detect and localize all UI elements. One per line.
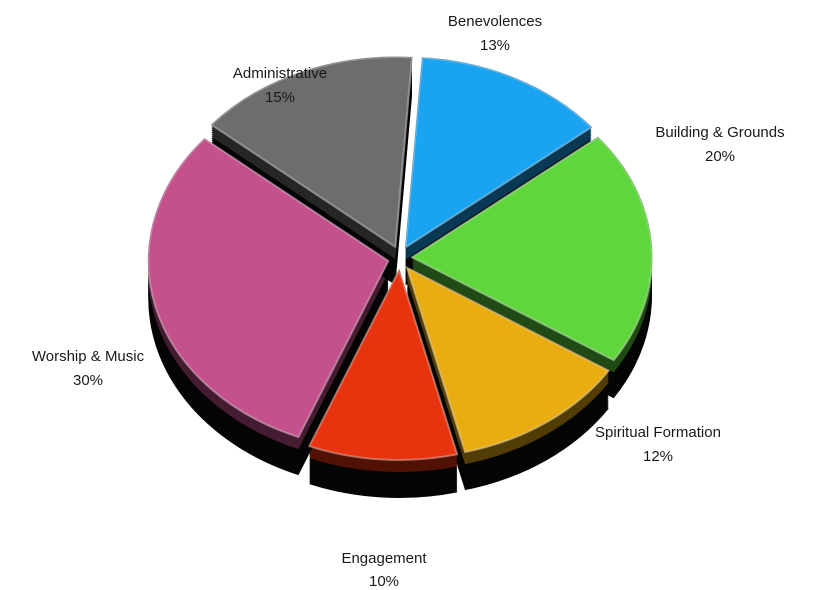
slice-spiritual-formation [406, 266, 610, 453]
slice-highlight-engagement [307, 267, 459, 461]
value-administrative: 15% [265, 89, 295, 106]
value-spiritual-formation: 12% [643, 448, 673, 465]
label-worship-music: Worship & Music [32, 348, 145, 365]
slice-administrative [210, 56, 413, 248]
value-worship-music: 30% [73, 372, 103, 389]
value-building-grounds: 20% [705, 148, 735, 165]
label-benevolences: Benevolences [448, 13, 542, 30]
slice-worship-music [147, 138, 390, 438]
label-engagement: Engagement [341, 550, 427, 567]
value-benevolences: 13% [480, 37, 510, 54]
pie-slices [147, 55, 653, 461]
slice-highlight-benevolences [404, 56, 594, 250]
value-engagement: 10% [369, 573, 399, 590]
pie-labels: Benevolences 13% Building & Grounds 20% … [32, 13, 785, 590]
slice-highlight-administrative [209, 55, 414, 249]
slice-building-grounds [410, 136, 653, 361]
slice-highlight-worship-music [147, 137, 390, 439]
label-administrative: Administrative [233, 65, 327, 82]
label-spiritual-formation: Spiritual Formation [595, 424, 721, 441]
label-building-grounds: Building & Grounds [655, 124, 784, 141]
slice-highlight-spiritual-formation [405, 265, 611, 454]
slice-benevolences [404, 57, 593, 249]
slice-highlight-building-grounds [409, 135, 653, 362]
slice-engagement [308, 268, 458, 461]
